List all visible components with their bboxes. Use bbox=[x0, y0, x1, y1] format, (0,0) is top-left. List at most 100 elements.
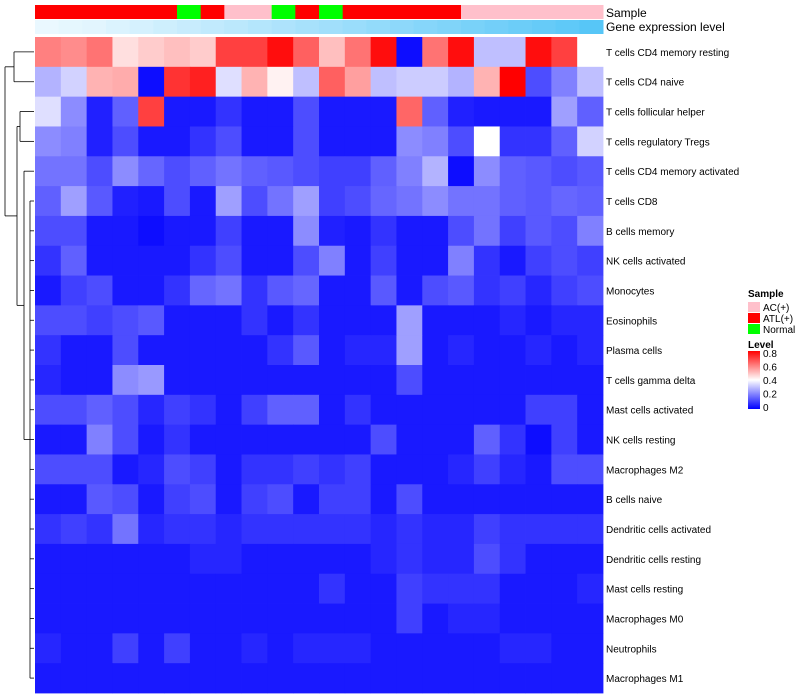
heatmap-cell bbox=[112, 37, 139, 68]
heatmap-cell bbox=[267, 663, 294, 694]
row-label: T cells gamma delta bbox=[606, 376, 696, 387]
heatmap-cell bbox=[499, 186, 526, 217]
expression-annotation-cell bbox=[484, 20, 509, 34]
heatmap-cell bbox=[241, 663, 268, 694]
row-label: T cells follicular helper bbox=[606, 108, 705, 119]
heatmap-cell bbox=[422, 186, 449, 217]
heatmap-cell bbox=[396, 66, 423, 98]
heatmap-cell bbox=[189, 275, 217, 306]
heatmap-cell bbox=[473, 484, 501, 515]
heatmap-cell bbox=[551, 305, 578, 336]
heatmap-cell bbox=[370, 543, 397, 575]
legend-sample-swatch bbox=[748, 324, 760, 334]
heatmap-cell bbox=[422, 394, 449, 426]
heatmap-cell bbox=[344, 573, 372, 604]
heatmap-cell bbox=[35, 37, 62, 68]
heatmap-cell bbox=[267, 454, 294, 485]
heatmap-cell bbox=[344, 96, 372, 127]
heatmap-cell bbox=[370, 215, 397, 247]
heatmap-cell bbox=[215, 126, 242, 157]
heatmap-cell bbox=[293, 245, 320, 276]
heatmap-cell bbox=[267, 305, 294, 336]
sample-annotation-cell bbox=[461, 5, 486, 19]
heatmap-cell bbox=[86, 663, 113, 694]
heatmap-cell bbox=[319, 573, 346, 604]
heatmap-cell bbox=[215, 275, 242, 306]
heatmap-cell bbox=[293, 633, 320, 664]
heatmap-cell bbox=[293, 305, 320, 336]
heatmap-cell bbox=[138, 454, 165, 485]
heatmap-cell bbox=[164, 305, 191, 336]
heatmap-cell bbox=[293, 66, 320, 98]
heatmap-cell bbox=[86, 484, 113, 515]
heatmap-cell bbox=[189, 126, 217, 157]
heatmap-cell bbox=[422, 603, 449, 634]
heatmap-cell bbox=[396, 603, 423, 634]
row-label: Macrophages M1 bbox=[606, 674, 684, 685]
heatmap-cell bbox=[86, 454, 113, 485]
expression-annotation-cell bbox=[82, 20, 107, 34]
heatmap-cell bbox=[473, 275, 501, 306]
heatmap-cell bbox=[473, 573, 501, 604]
heatmap-cell bbox=[319, 633, 346, 664]
heatmap-cell bbox=[241, 156, 268, 187]
heatmap-cell bbox=[499, 514, 526, 545]
expression-annotation-cell bbox=[177, 20, 202, 34]
heatmap-cell bbox=[525, 126, 552, 157]
heatmap-cell bbox=[473, 66, 501, 98]
heatmap-cell bbox=[267, 37, 294, 68]
heatmap-cell bbox=[319, 365, 346, 396]
heatmap-cell bbox=[525, 275, 552, 306]
heatmap-cell bbox=[267, 484, 294, 515]
heatmap-cell bbox=[215, 186, 242, 217]
heatmap-cell bbox=[551, 335, 578, 366]
heatmap-cell bbox=[241, 305, 268, 336]
heatmap-cell bbox=[293, 96, 320, 127]
heatmap-cell bbox=[215, 633, 242, 664]
heatmap-cell bbox=[267, 245, 294, 276]
heatmap-cell bbox=[35, 543, 62, 575]
heatmap-cell bbox=[112, 156, 139, 187]
heatmap-cell bbox=[370, 484, 397, 515]
heatmap-cell bbox=[525, 514, 552, 545]
heatmap-cell bbox=[473, 156, 501, 187]
heatmap-cell bbox=[189, 215, 217, 247]
heatmap-cell bbox=[370, 424, 397, 455]
heatmap-cell bbox=[370, 156, 397, 187]
heatmap-cell bbox=[396, 514, 423, 545]
heatmap-cell bbox=[293, 484, 320, 515]
sample-annotation-cell bbox=[129, 5, 154, 19]
heatmap-cell bbox=[499, 365, 526, 396]
heatmap-cells bbox=[35, 37, 604, 694]
sample-annotation-cell bbox=[508, 5, 533, 19]
heatmap-cell bbox=[319, 37, 346, 68]
heatmap-cell bbox=[138, 543, 165, 575]
heatmap-cell bbox=[60, 543, 88, 575]
heatmap-cell bbox=[60, 186, 88, 217]
row-label: Macrophages M0 bbox=[606, 614, 684, 625]
heatmap-cell bbox=[241, 186, 268, 217]
heatmap-cell bbox=[344, 454, 372, 485]
heatmap-cell bbox=[577, 484, 604, 515]
heatmap-cell bbox=[551, 96, 578, 127]
heatmap-cell bbox=[422, 335, 449, 366]
expression-annotation-cell bbox=[555, 20, 580, 34]
sample-annotation-cell bbox=[319, 5, 344, 19]
heatmap-cell bbox=[189, 573, 217, 604]
heatmap-cell bbox=[577, 66, 604, 98]
heatmap-cell bbox=[551, 394, 578, 426]
heatmap-cell bbox=[267, 66, 294, 98]
heatmap-cell bbox=[293, 186, 320, 217]
heatmap-cell bbox=[525, 394, 552, 426]
heatmap-cell bbox=[422, 543, 449, 575]
heatmap-cell bbox=[577, 156, 604, 187]
heatmap-cell bbox=[112, 603, 139, 634]
heatmap-cell bbox=[86, 186, 113, 217]
heatmap-cell bbox=[448, 215, 475, 247]
heatmap-cell bbox=[577, 335, 604, 366]
heatmap-cell bbox=[86, 37, 113, 68]
sample-annotation-cell bbox=[271, 5, 296, 19]
heatmap-cell bbox=[344, 603, 372, 634]
heatmap-cell bbox=[241, 126, 268, 157]
heatmap-cell bbox=[525, 663, 552, 694]
